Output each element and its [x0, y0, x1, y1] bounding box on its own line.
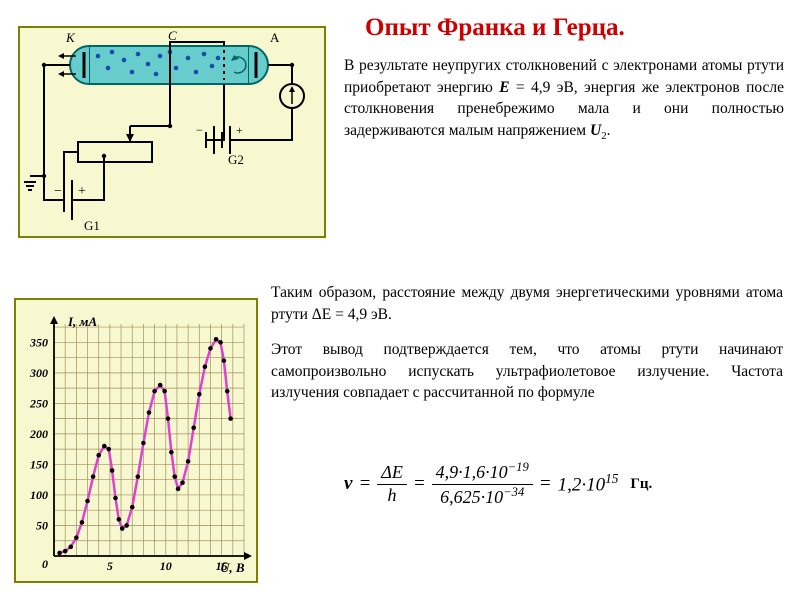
svg-text:150: 150 — [30, 457, 48, 471]
formula-num2-base: 4,9·1,6·10 — [436, 462, 508, 482]
formula-unit: Гц. — [630, 476, 652, 493]
formula: ν = ΔE h = 4,9·1,6·10−19 6,625·10−34 = 1… — [344, 460, 652, 508]
chart-svg: 50100150200250300350051015I, мАU, В — [16, 300, 256, 581]
formula-den2: 6,625·10−34 — [436, 485, 528, 509]
equals-2: = — [413, 473, 426, 495]
circuit-label-c: С — [168, 28, 177, 44]
svg-text:100: 100 — [30, 488, 48, 502]
formula-result-base: 1,2·10 — [558, 475, 606, 496]
formula-lhs: ν — [344, 473, 352, 495]
equals-3: = — [539, 473, 552, 495]
svg-text:350: 350 — [29, 335, 48, 349]
formula-num2-exp: −19 — [508, 460, 529, 474]
formula-result-exp: 15 — [605, 471, 618, 486]
circuit-label-g2: G2 — [228, 152, 244, 168]
svg-text:I, мА: I, мА — [67, 314, 97, 329]
formula-result: 1,2·1015 — [558, 471, 619, 496]
formula-deltaE: ΔE — [377, 462, 407, 485]
formula-den2-exp: −34 — [503, 485, 524, 499]
svg-text:300: 300 — [29, 366, 48, 380]
formula-h: h — [384, 485, 401, 507]
formula-frac1: ΔE h — [377, 462, 407, 506]
page-title: Опыт Франка и Герца. — [365, 14, 625, 42]
para1-E: Е — [499, 79, 509, 96]
iv-chart: 50100150200250300350051015I, мАU, В — [14, 298, 258, 583]
svg-text:50: 50 — [36, 518, 48, 532]
circuit-label-k: К — [66, 30, 75, 46]
svg-text:250: 250 — [29, 396, 48, 410]
equals-1: = — [358, 473, 371, 495]
circuit-label-a: А — [270, 30, 279, 46]
svg-text:−: − — [196, 123, 203, 137]
svg-text:U, В: U, В — [220, 560, 245, 575]
formula-num2: 4,9·1,6·10−19 — [432, 460, 533, 485]
formula-den2-base: 6,625·10 — [440, 487, 503, 507]
svg-text:−: − — [54, 184, 62, 199]
paragraph-2: Таким образом, расстояние между двумя эн… — [271, 282, 783, 325]
circuit-svg: − + − + — [20, 28, 324, 236]
svg-text:10: 10 — [160, 559, 172, 573]
svg-text:+: + — [78, 184, 86, 199]
svg-text:+: + — [236, 123, 243, 137]
svg-text:0: 0 — [42, 557, 48, 571]
para1-U: U — [590, 122, 601, 139]
svg-text:5: 5 — [107, 559, 113, 573]
paragraph-3: Этот вывод подтверждается тем, что атомы… — [271, 339, 783, 404]
paragraph-1: В результате неупругих столкновений с эл… — [344, 55, 784, 144]
circuit-diagram: − + − + К С А G1 G2 — [18, 26, 326, 238]
formula-frac2: 4,9·1,6·10−19 6,625·10−34 — [432, 460, 533, 508]
circuit-label-g1: G1 — [84, 218, 100, 234]
svg-text:200: 200 — [29, 427, 48, 441]
para1-f: . — [607, 122, 611, 139]
